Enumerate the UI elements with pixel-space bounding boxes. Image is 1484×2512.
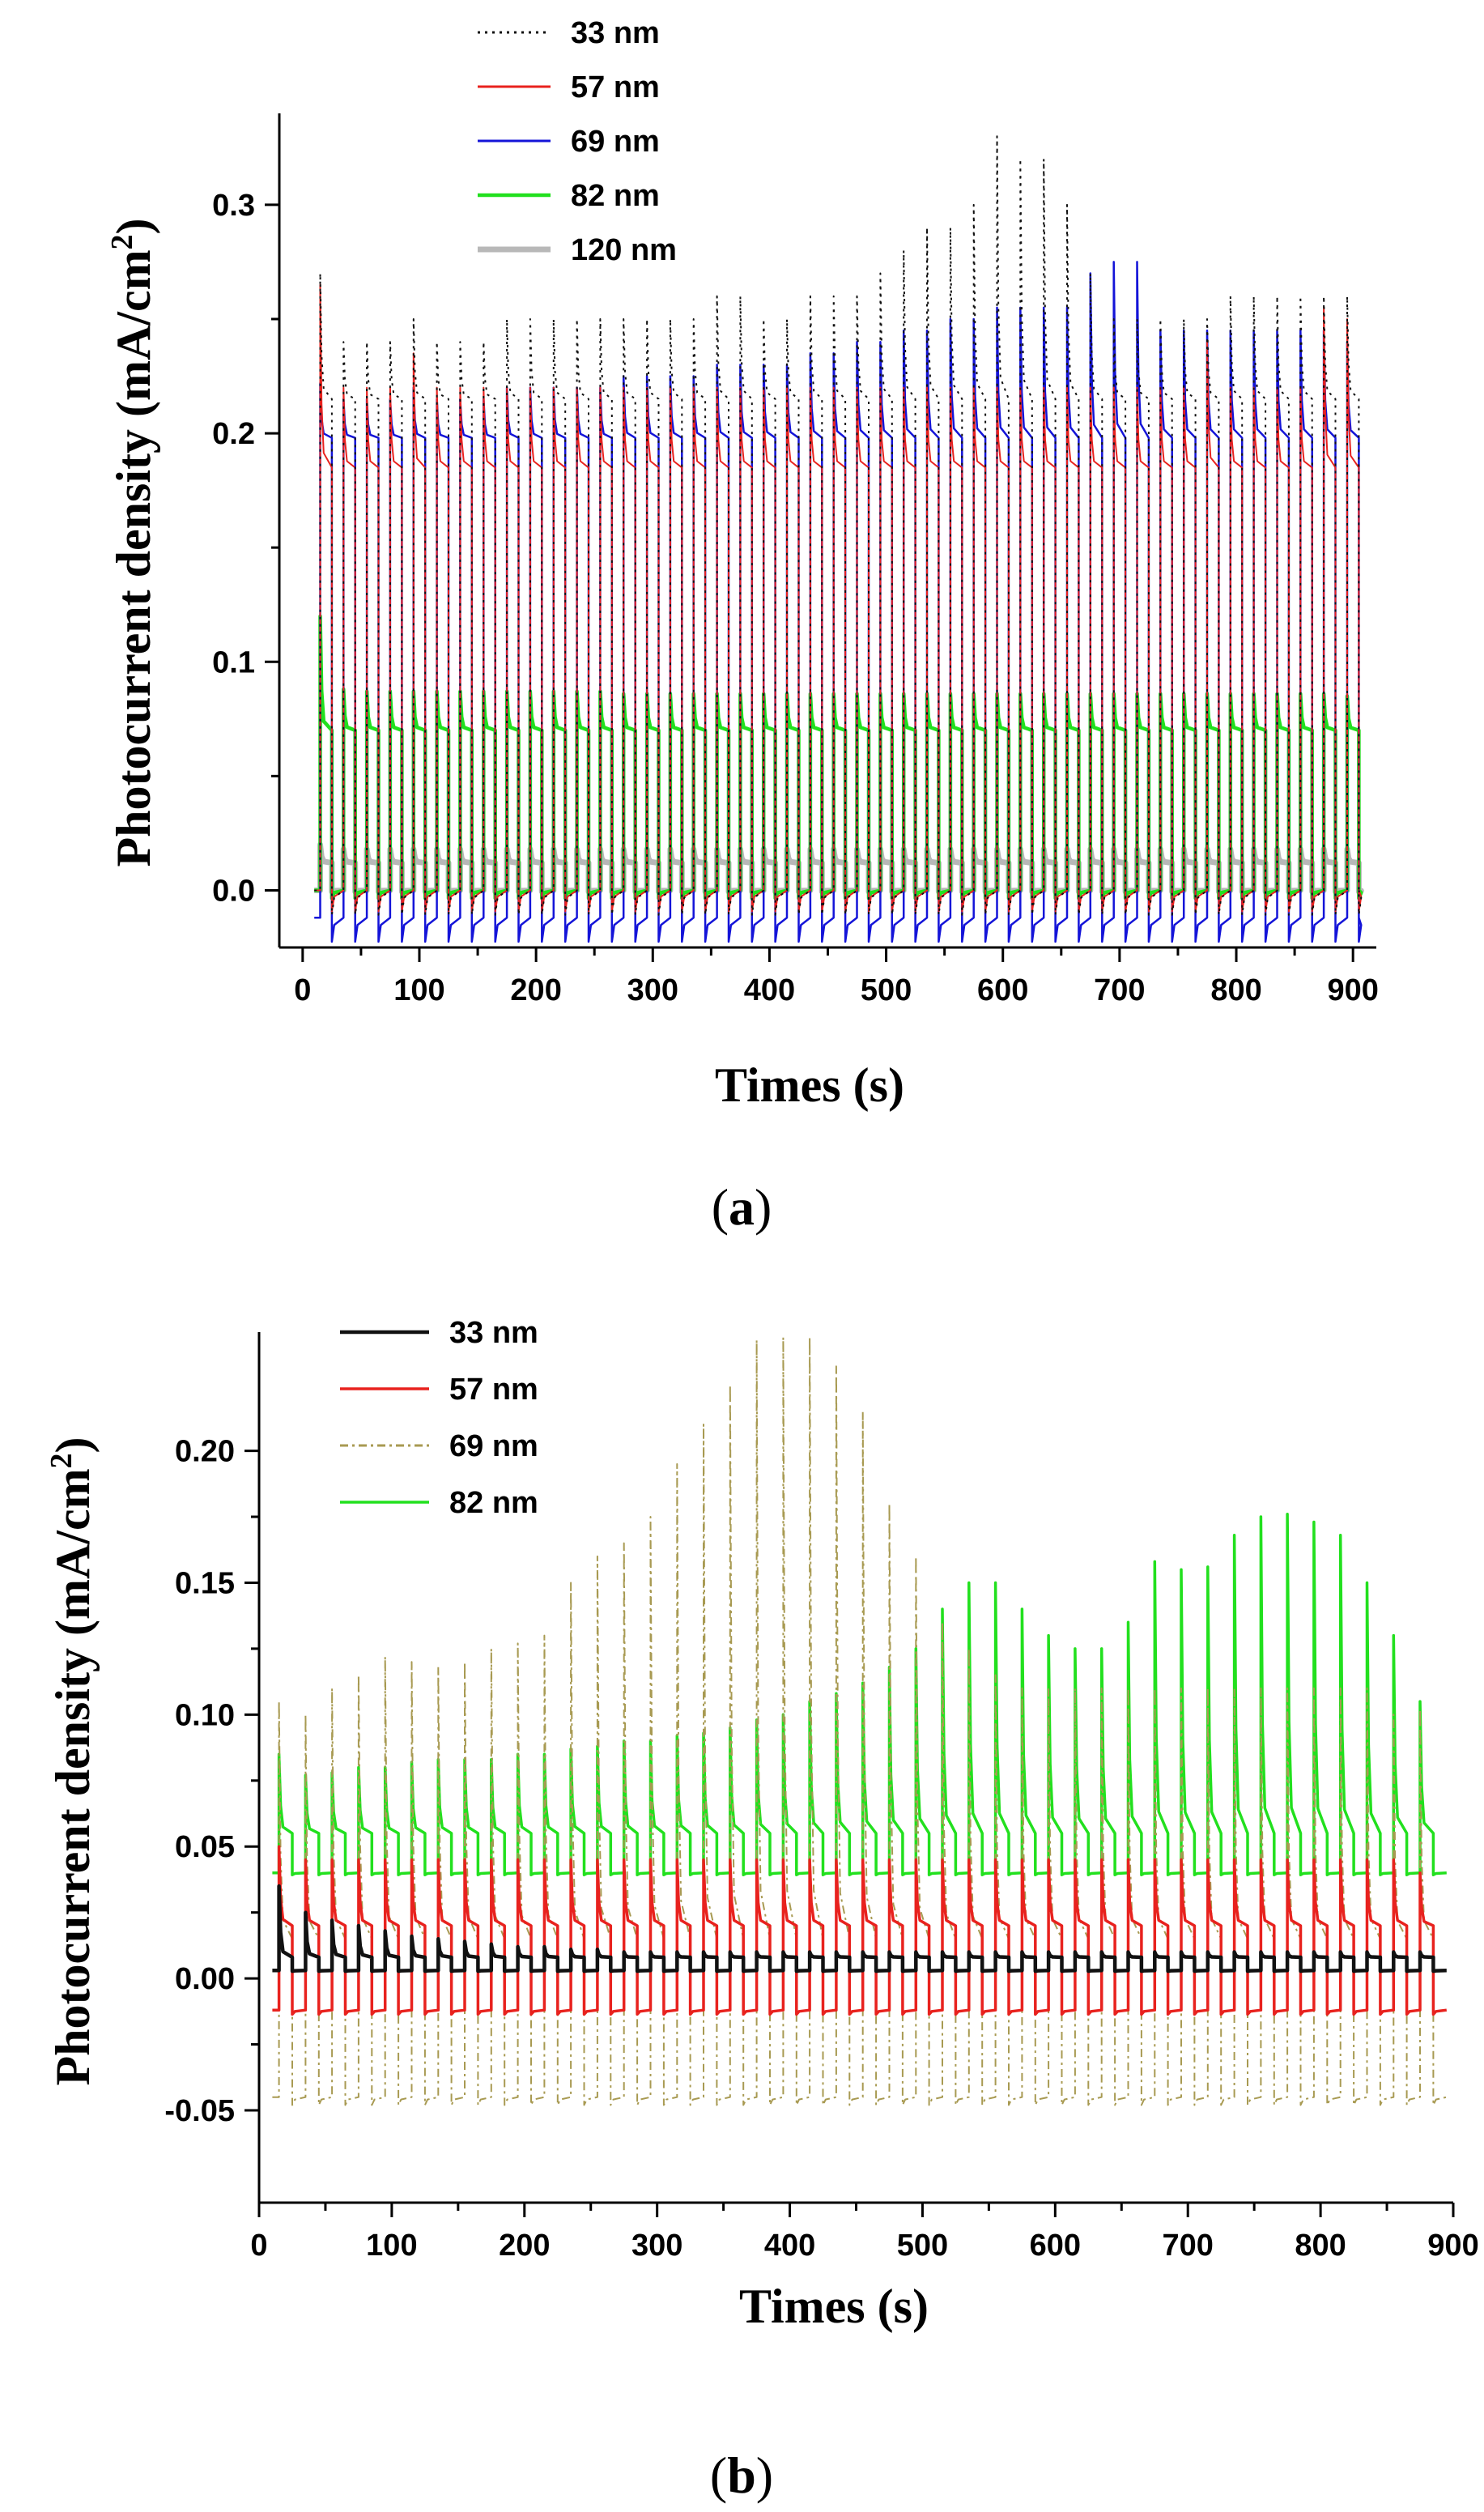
- legend-label: 82 nm: [571, 179, 660, 213]
- y-tick-label: -0.05: [164, 2094, 235, 2128]
- x-tick-label: 400: [764, 2229, 815, 2263]
- legend-label: 33 nm: [571, 16, 660, 50]
- x-tick-label: 300: [627, 973, 678, 1007]
- legend-label: 33 nm: [449, 1316, 538, 1350]
- legend-label: 69 nm: [449, 1429, 538, 1463]
- x-tick-label: 700: [1094, 973, 1145, 1007]
- x-tick-label: 500: [861, 973, 912, 1007]
- y-tick-label: 0.10: [175, 1698, 235, 1732]
- series-line-33-nm: [314, 135, 1363, 916]
- legend-label: 82 nm: [449, 1486, 538, 1520]
- x-tick-label: 200: [510, 973, 561, 1007]
- x-tick-label: 600: [1030, 2229, 1081, 2263]
- y-tick-label: 0.1: [212, 645, 255, 679]
- y-tick-label: 0.20: [175, 1435, 235, 1469]
- x-tick-label: 800: [1210, 973, 1261, 1007]
- y-tick-label: 0.0: [212, 874, 255, 908]
- x-tick-label: 0: [250, 2229, 267, 2263]
- axes-a: [265, 113, 1376, 962]
- y-tick-label: 0.2: [212, 417, 255, 451]
- legend-label: 69 nm: [571, 125, 660, 159]
- panel-label-a: (a): [712, 1178, 772, 1236]
- x-tick-label: 500: [897, 2229, 948, 2263]
- y-tick-label: 0.15: [175, 1566, 235, 1600]
- series-lines-a: [314, 135, 1364, 943]
- x-tick-label: 0: [294, 973, 311, 1007]
- series-line-33-nm: [272, 1884, 1447, 1973]
- axes-b: [244, 1332, 1455, 2217]
- panel-label-b: (b): [710, 2446, 773, 2504]
- x-tick-label: 200: [499, 2229, 550, 2263]
- series-line-69-nm: [314, 261, 1363, 943]
- series-line-69-nm: [272, 1336, 1448, 2106]
- series-line-82-nm: [314, 614, 1363, 900]
- y-axis-title-a: Photocurrent density (mA/cm2): [105, 218, 160, 866]
- x-tick-label: 900: [1427, 2229, 1478, 2263]
- x-tick-label: 800: [1295, 2229, 1346, 2263]
- tick-labels-b: 0 100 200 300 400 500 600 700 800 900 -0.05 0.00 0.0…: [164, 1435, 1478, 2263]
- x-tick-label: 600: [977, 973, 1028, 1007]
- chart-panel-a: 0 100 200 300 400 500 600 700 800 900 0.0 0.1 0.2 0.3…: [105, 16, 1379, 1236]
- legend-label: 57 nm: [571, 70, 660, 104]
- y-tick-label: 0.3: [212, 189, 255, 223]
- x-tick-label: 100: [366, 2229, 417, 2263]
- series-lines-b: [272, 1336, 1448, 2106]
- x-tick-label: 900: [1327, 973, 1378, 1007]
- legend-a: 33 nm 57 nm 69 nm 82 nm 120 nm: [478, 16, 677, 267]
- legend-label: 120 nm: [571, 233, 677, 267]
- legend-label: 57 nm: [449, 1373, 538, 1407]
- x-tick-label: 300: [631, 2229, 682, 2263]
- chart-panel-b: 0 100 200 300 400 500 600 700 800 900 -0.05 0.00 0.0…: [45, 1316, 1479, 2504]
- x-tick-label: 100: [393, 973, 444, 1007]
- x-axis-title-a: Times (s): [715, 1058, 904, 1112]
- x-tick-label: 400: [744, 973, 795, 1007]
- x-axis-title-b: Times (s): [739, 2280, 929, 2333]
- series-line-57-nm: [314, 283, 1363, 913]
- y-axis-title-b: Photocurrent density (mA/cm2): [45, 1437, 100, 2085]
- y-tick-label: 0.00: [175, 1962, 235, 1996]
- x-tick-label: 700: [1163, 2229, 1214, 2263]
- legend-b: 33 nm 57 nm 69 nm 82 nm: [340, 1316, 538, 1520]
- series-line-120-nm: [314, 841, 1364, 895]
- y-tick-label: 0.05: [175, 1830, 235, 1864]
- tick-labels-a: 0 100 200 300 400 500 600 700 800 900 0.0 0.1 0.2 0.3: [212, 189, 1379, 1007]
